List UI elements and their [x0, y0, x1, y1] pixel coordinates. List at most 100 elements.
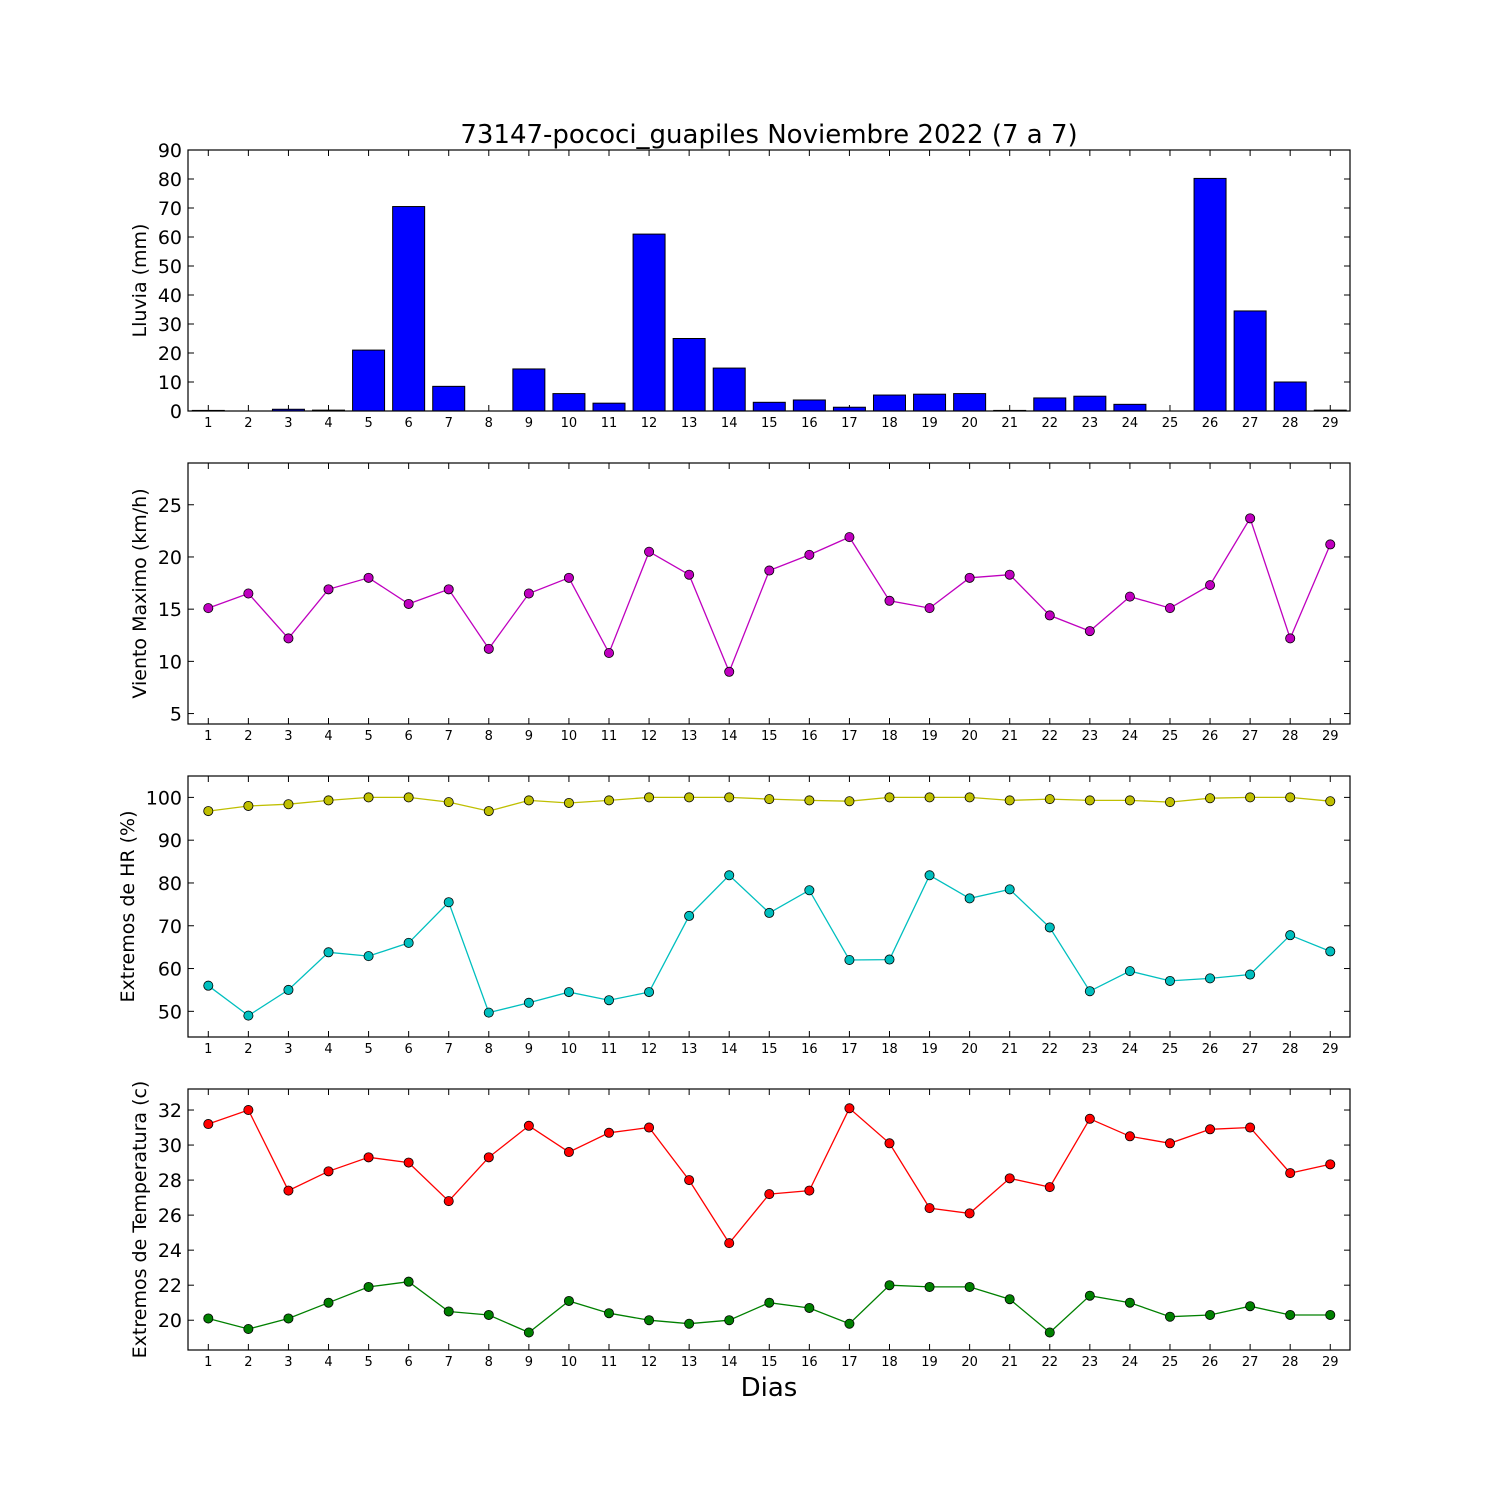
- x-tick-label: 8: [485, 1042, 493, 1057]
- y-tick-label: 32: [158, 1100, 182, 1122]
- x-tick-label: 6: [405, 1042, 413, 1057]
- x-tick-label: 1: [204, 416, 212, 431]
- x-tick-label: 28: [1282, 729, 1299, 744]
- data-point: [1004, 569, 1015, 580]
- data-point: [1084, 1113, 1095, 1124]
- data-point: [804, 885, 815, 896]
- x-tick-label: 17: [841, 1042, 858, 1057]
- x-tick-label: 27: [1242, 729, 1259, 744]
- data-point: [1325, 796, 1336, 807]
- x-tick-label: 20: [961, 1355, 978, 1370]
- y-tick-label: 15: [158, 599, 182, 621]
- x-tick-label: 11: [601, 416, 618, 431]
- x-tick-label: 26: [1202, 729, 1219, 744]
- data-point: [283, 1313, 294, 1324]
- data-point: [604, 995, 615, 1006]
- x-tick-label: 28: [1282, 1355, 1299, 1370]
- data-point: [964, 792, 975, 803]
- x-tick-label: 20: [961, 729, 978, 744]
- x-tick-label: 11: [601, 1042, 618, 1057]
- data-point: [924, 603, 935, 614]
- data-point: [283, 799, 294, 810]
- data-point: [1325, 1309, 1336, 1320]
- x-tick-label: 9: [525, 416, 533, 431]
- data-point: [203, 1313, 214, 1324]
- x-tick-label: 1: [204, 1042, 212, 1057]
- data-point: [1205, 580, 1216, 591]
- data-point: [1325, 946, 1336, 957]
- data-point: [644, 546, 655, 557]
- x-tick-label: 24: [1122, 416, 1139, 431]
- x-tick-label: 2: [244, 1355, 252, 1370]
- data-point: [1004, 884, 1015, 895]
- data-point: [563, 987, 574, 998]
- x-tick-label: 7: [445, 1042, 453, 1057]
- x-tick-label: 23: [1082, 729, 1099, 744]
- data-point: [1044, 1182, 1055, 1193]
- data-point: [243, 1105, 254, 1116]
- x-tick-label: 29: [1322, 1042, 1339, 1057]
- x-tick-label: 11: [601, 729, 618, 744]
- data-point: [323, 1297, 334, 1308]
- x-tick-label: 21: [1001, 1042, 1018, 1057]
- x-tick-label: 18: [881, 729, 898, 744]
- y-tick-label: 30: [158, 1135, 182, 1157]
- x-tick-label: 9: [525, 729, 533, 744]
- data-point: [1325, 1159, 1336, 1170]
- x-axis-label: Dias: [741, 1373, 798, 1403]
- y-tick-label: 80: [158, 873, 182, 895]
- x-tick-label: 5: [364, 1355, 372, 1370]
- data-point: [644, 1315, 655, 1326]
- x-tick-label: 16: [801, 1042, 818, 1057]
- x-tick-label: 22: [1041, 729, 1058, 744]
- y-axis-label: Extremos de HR (%): [117, 810, 139, 1002]
- data-point: [964, 1281, 975, 1292]
- bar: [552, 393, 586, 412]
- bar: [913, 393, 947, 412]
- data-point: [1044, 794, 1055, 805]
- y-tick-label: 30: [158, 314, 182, 336]
- x-tick-label: 1: [204, 1355, 212, 1370]
- x-tick-label: 7: [445, 1355, 453, 1370]
- data-point: [884, 792, 895, 803]
- bar: [712, 367, 746, 412]
- x-tick-label: 14: [721, 1042, 738, 1057]
- data-point: [1205, 973, 1216, 984]
- x-tick-label: 24: [1122, 1355, 1139, 1370]
- x-tick-label: 19: [921, 1355, 938, 1370]
- data-point: [1164, 975, 1175, 986]
- data-point: [1124, 1131, 1135, 1142]
- bar: [1033, 397, 1067, 412]
- data-point: [844, 796, 855, 807]
- data-point: [724, 1238, 735, 1249]
- x-tick-label: 8: [485, 729, 493, 744]
- data-point: [1164, 797, 1175, 808]
- x-tick-label: 17: [841, 416, 858, 431]
- x-tick-label: 27: [1242, 1042, 1259, 1057]
- x-tick-label: 2: [244, 416, 252, 431]
- data-point: [203, 806, 214, 817]
- y-tick-label: 70: [158, 198, 182, 220]
- data-point: [1124, 795, 1135, 806]
- data-point: [563, 1295, 574, 1306]
- data-point: [1205, 1124, 1216, 1135]
- y-tick-label: 10: [158, 651, 182, 673]
- x-tick-label: 15: [761, 416, 778, 431]
- x-tick-label: 10: [561, 1355, 578, 1370]
- bar: [1193, 177, 1227, 412]
- data-point: [203, 980, 214, 991]
- x-tick-label: 24: [1122, 729, 1139, 744]
- data-point: [1044, 922, 1055, 933]
- bar: [352, 349, 386, 412]
- data-point: [764, 1297, 775, 1308]
- data-point: [844, 532, 855, 543]
- x-tick-label: 21: [1001, 416, 1018, 431]
- x-tick-label: 17: [841, 1355, 858, 1370]
- x-tick-label: 26: [1202, 1042, 1219, 1057]
- data-point: [924, 870, 935, 881]
- x-tick-label: 14: [721, 416, 738, 431]
- x-tick-label: 28: [1282, 416, 1299, 431]
